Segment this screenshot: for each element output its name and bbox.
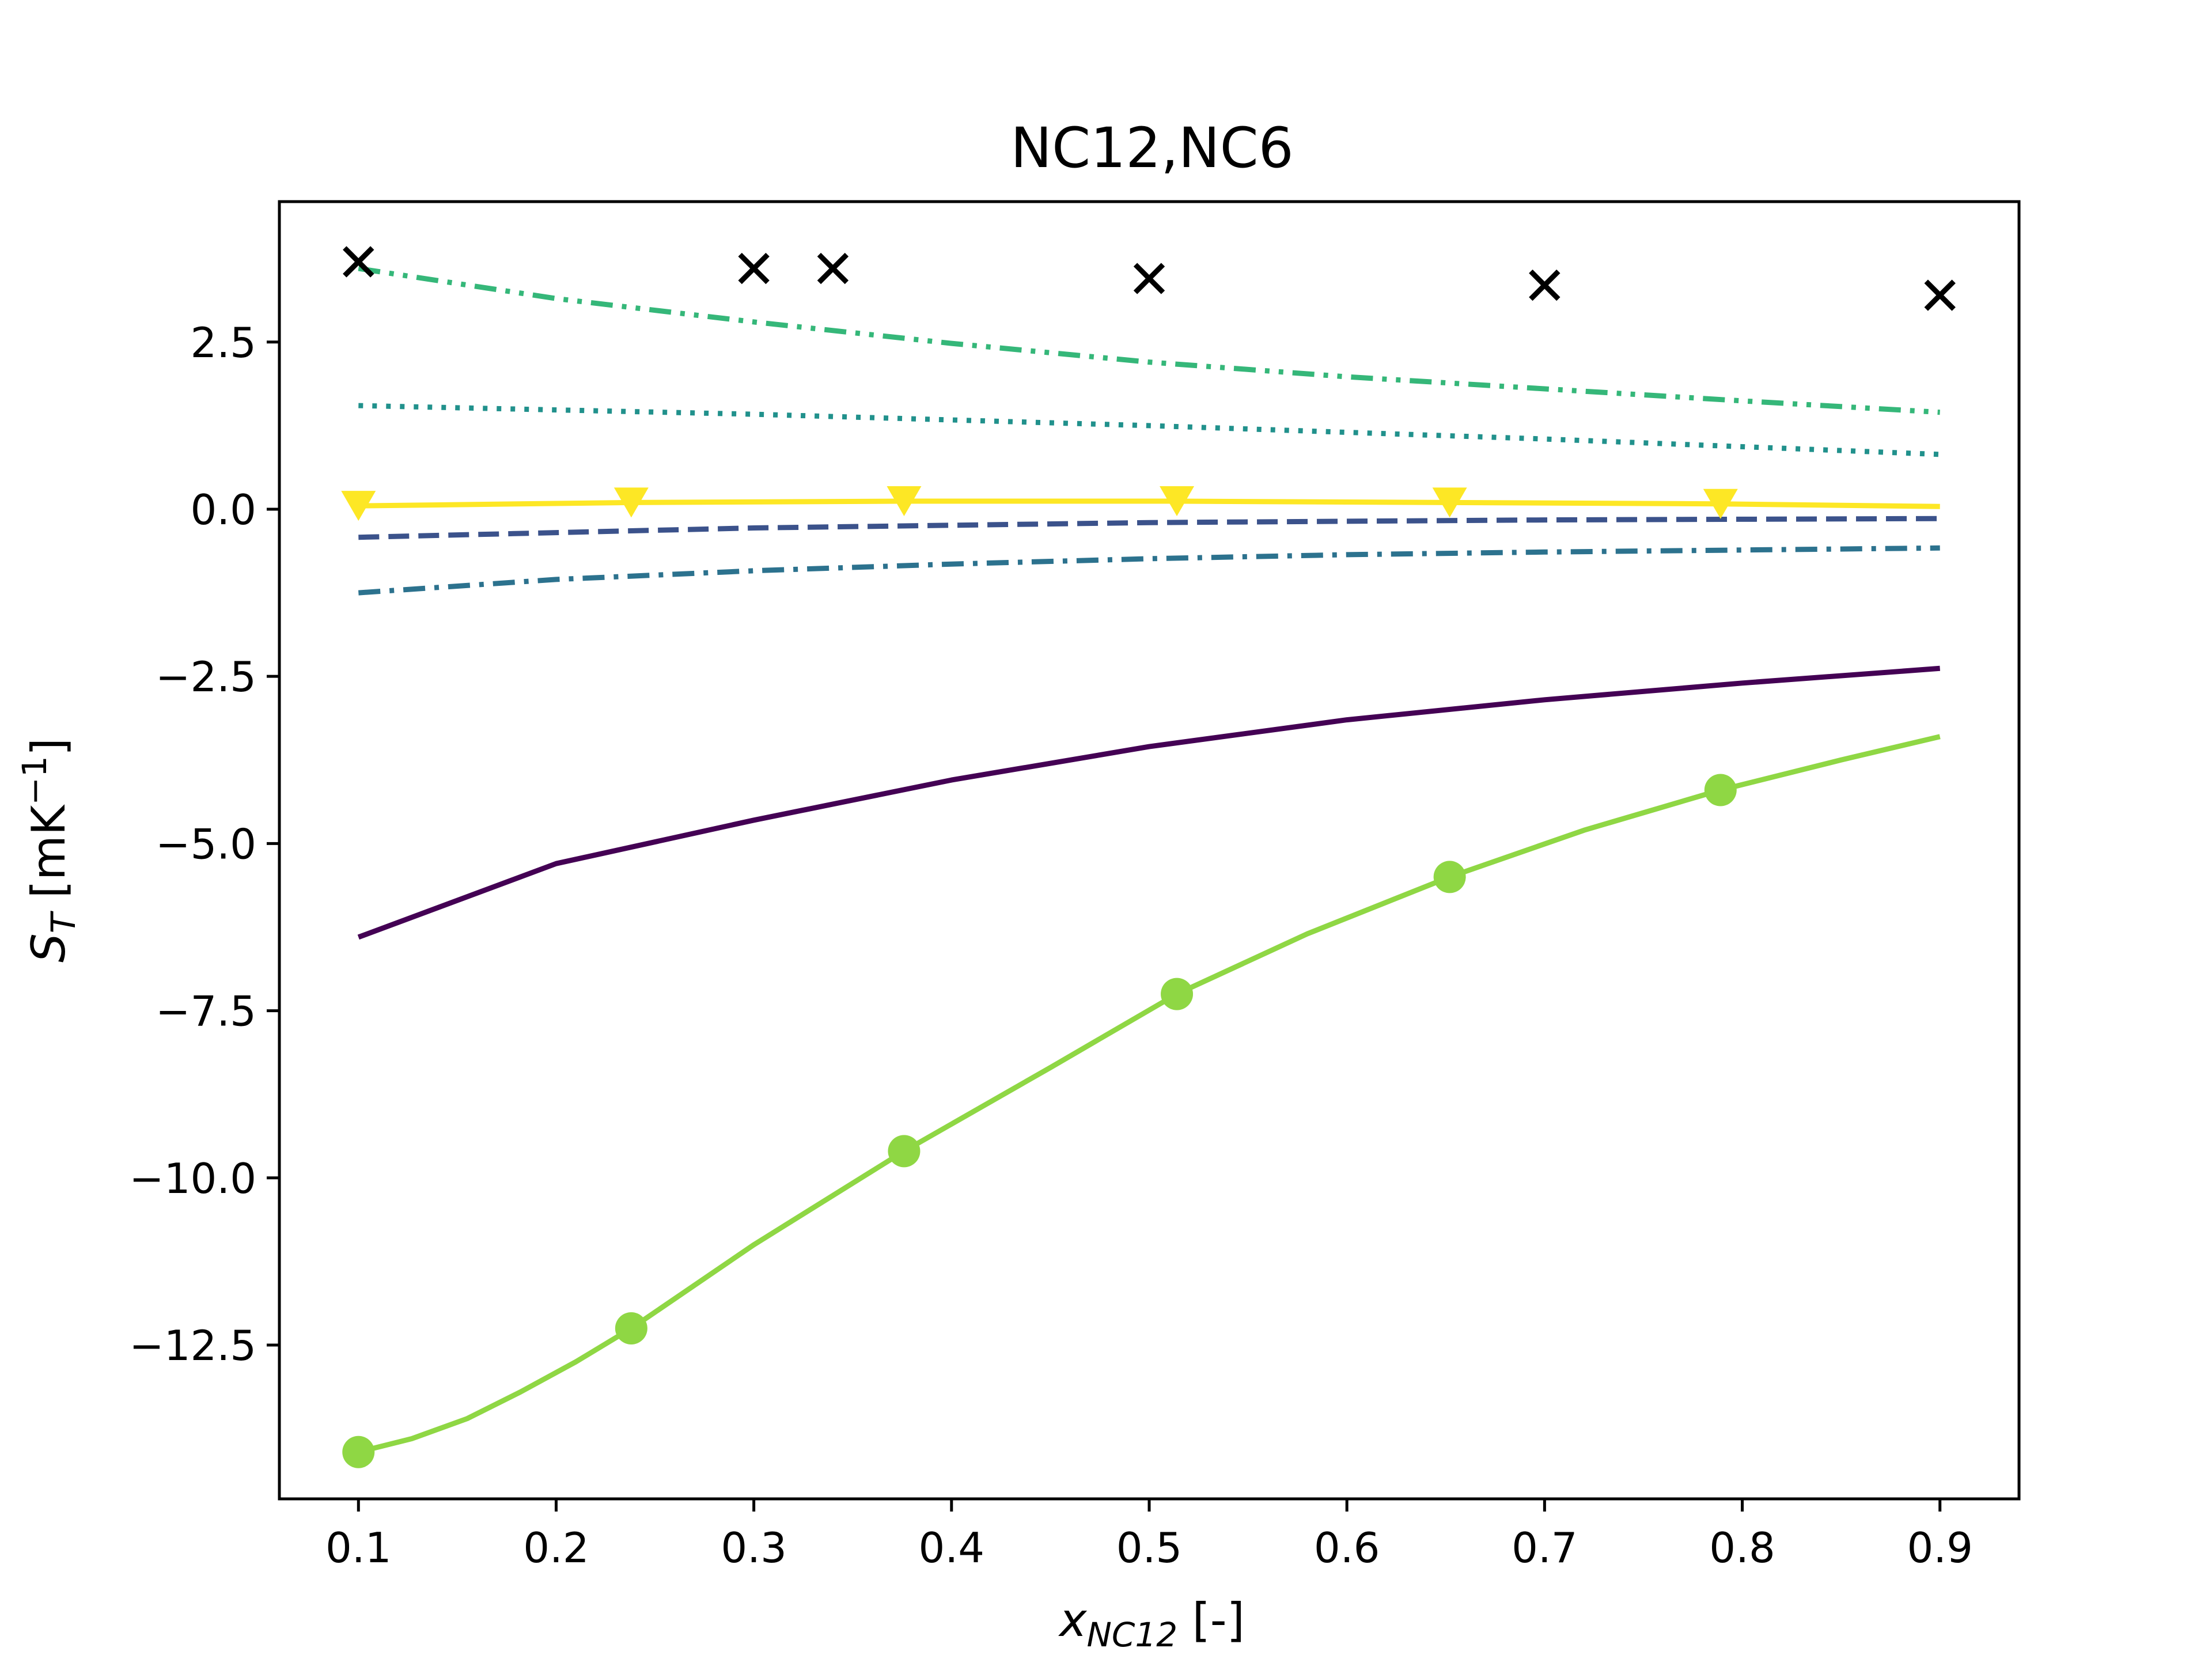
x-tick-label: 0.7	[1512, 1524, 1578, 1572]
data-point	[1160, 486, 1195, 517]
chart-title: NC12,NC6	[1010, 116, 1293, 180]
y-axis-label-unit-close: ]	[22, 738, 75, 756]
series-1	[357, 665, 1941, 940]
data-point	[343, 246, 374, 278]
series-6-line	[358, 734, 1941, 1455]
y-tick-label: −5.0	[156, 820, 256, 868]
x-axis-label: xNC12 [-]	[1058, 1593, 1245, 1654]
series-2-line	[358, 516, 1940, 540]
y-axis-label: ST [mK−1]	[15, 738, 83, 963]
series-4	[358, 403, 1940, 457]
y-axis-label-unit-sup: −1	[15, 756, 54, 805]
y-tick-label: −10.0	[129, 1154, 256, 1203]
data-point	[1433, 861, 1466, 893]
x-tick-label: 0.4	[919, 1524, 985, 1572]
x-axis-label-sub: NC12	[1086, 1615, 1177, 1654]
data-point	[1704, 774, 1737, 806]
data-point	[887, 486, 922, 517]
x-tick-label: 0.9	[1907, 1524, 1973, 1572]
series-5-line	[358, 266, 1940, 415]
y-tick-label: −7.5	[156, 987, 256, 1036]
data-point	[738, 252, 770, 285]
series-layer	[341, 246, 1956, 1468]
data-point	[1432, 487, 1467, 518]
x-tick-label: 0.1	[325, 1524, 392, 1572]
y-axis: 2.5 0.0 −2.5 −5.0 −7.5 −10.0 −12.5	[129, 319, 279, 1370]
data-point	[1161, 978, 1194, 1010]
series-3	[358, 545, 1940, 596]
data-point	[1924, 279, 1956, 311]
data-point	[1529, 269, 1560, 301]
y-tick-label: 2.5	[190, 319, 256, 367]
data-point	[888, 1135, 921, 1168]
y-tick-label: −2.5	[156, 653, 256, 701]
y-axis-label-main: S	[22, 933, 75, 963]
x-tick-label: 0.5	[1116, 1524, 1183, 1572]
x-tick-label: 0.2	[523, 1524, 589, 1572]
data-point	[1133, 263, 1165, 294]
data-point	[615, 1312, 647, 1344]
series-3-line	[358, 545, 1940, 596]
series-5	[358, 266, 1940, 415]
x-axis: 0.1 0.2 0.3 0.4 0.5 0.6 0.7 0.8 0.9	[325, 1499, 1973, 1572]
y-axis-label-sub: T	[44, 910, 83, 933]
series-1-line	[357, 665, 1941, 940]
data-point	[613, 487, 649, 518]
series-6	[342, 734, 1941, 1468]
y-axis-label-unit: [mK	[22, 804, 75, 913]
y-tick-label: 0.0	[190, 486, 256, 534]
data-point	[341, 491, 376, 521]
x-axis-label-main: x	[1058, 1593, 1088, 1647]
data-point	[817, 252, 849, 285]
x-axis-label-suffix: [-]	[1177, 1593, 1245, 1647]
data-point	[1703, 488, 1738, 519]
x-tick-label: 0.6	[1314, 1524, 1380, 1572]
series-7	[341, 486, 1940, 521]
series-4-line	[358, 403, 1940, 457]
data-point	[342, 1435, 375, 1468]
y-tick-label: −12.5	[129, 1321, 256, 1370]
series-8	[343, 246, 1956, 311]
x-tick-label: 0.8	[1709, 1524, 1775, 1572]
x-tick-label: 0.3	[721, 1524, 787, 1572]
series-2	[358, 516, 1940, 540]
